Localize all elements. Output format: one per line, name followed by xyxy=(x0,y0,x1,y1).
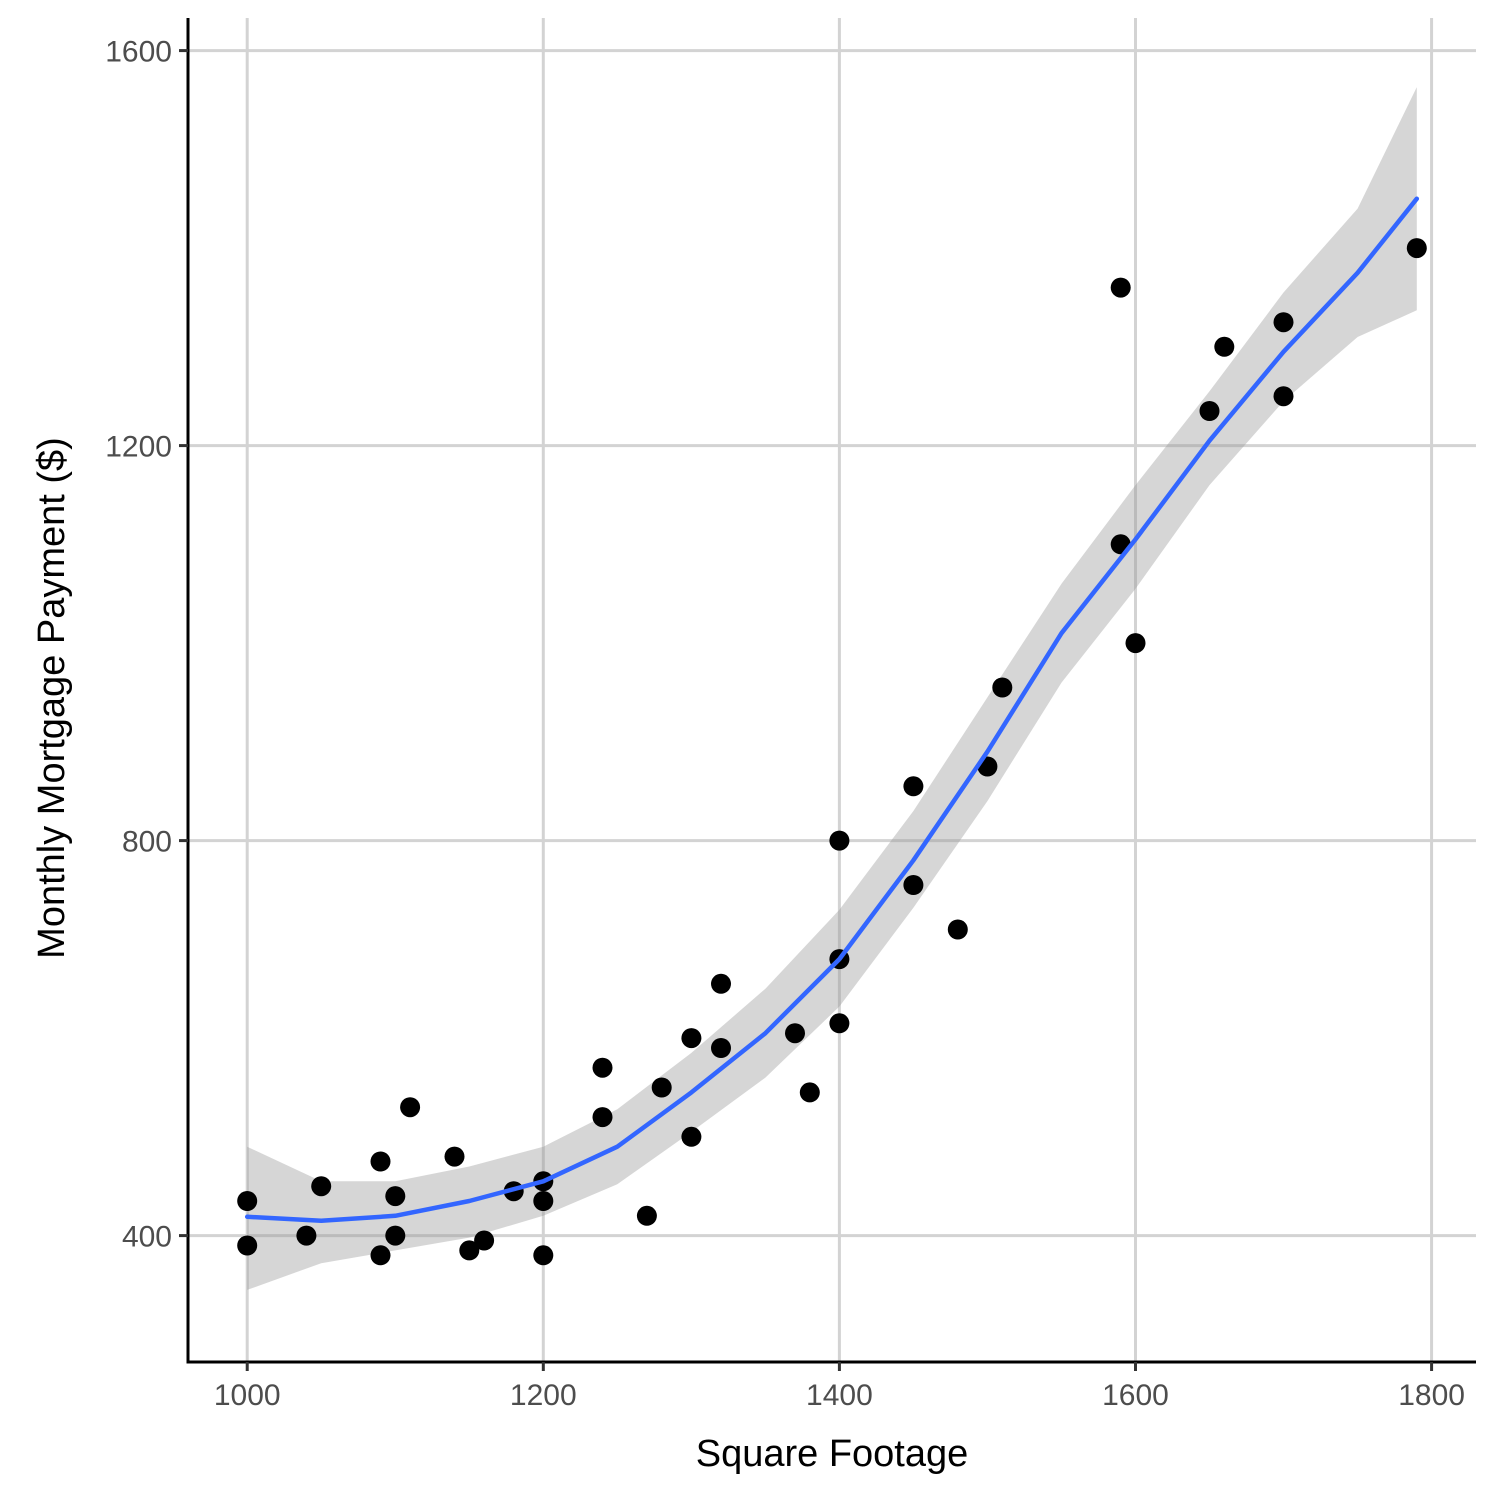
data-point-19 xyxy=(651,1077,672,1098)
data-point-5 xyxy=(370,1245,391,1266)
x-tick-label-4: 1800 xyxy=(1398,1379,1465,1412)
data-point-3 xyxy=(311,1176,332,1197)
data-point-23 xyxy=(711,1038,731,1058)
axes xyxy=(186,18,1476,1364)
data-point-33 xyxy=(992,677,1013,698)
data-point-40 xyxy=(1273,386,1294,407)
x-axis-title: Square Footage xyxy=(696,1433,969,1475)
x-tick-label-2: 1400 xyxy=(806,1379,873,1412)
data-point-24 xyxy=(785,1023,805,1044)
data-point-38 xyxy=(1214,336,1235,357)
confidence-ribbon xyxy=(247,87,1417,1290)
confidence-band xyxy=(247,87,1417,1290)
x-tick-label-3: 1600 xyxy=(1102,1379,1169,1412)
data-point-41 xyxy=(1406,238,1427,259)
data-point-14 xyxy=(533,1191,554,1211)
data-point-17 xyxy=(592,1107,613,1128)
vertical-gridlines xyxy=(245,18,1434,1362)
data-point-9 xyxy=(444,1146,465,1167)
data-point-21 xyxy=(681,1126,702,1147)
x-axis-ticks: 1000 1200 1400 1600 1800 xyxy=(214,1362,1465,1412)
data-point-1 xyxy=(237,1235,258,1256)
data-point-2 xyxy=(296,1225,317,1246)
y-tick-label-1: 800 xyxy=(122,826,172,859)
loess-line xyxy=(244,196,1420,1224)
data-point-29 xyxy=(903,776,924,797)
data-point-16 xyxy=(592,1057,613,1078)
data-point-7 xyxy=(385,1225,406,1246)
data-point-31 xyxy=(947,919,968,940)
data-point-30 xyxy=(903,875,924,895)
y-axis-title: Monthly Mortgage Payment ($) xyxy=(31,437,73,959)
data-point-39 xyxy=(1273,312,1294,333)
data-point-8 xyxy=(400,1097,421,1118)
data-point-11 xyxy=(474,1230,495,1251)
data-point-28 xyxy=(829,1013,850,1034)
y-axis-ticks: 400 800 1200 1600 xyxy=(105,36,188,1254)
x-tick-label-0: 1000 xyxy=(214,1379,281,1412)
data-point-25 xyxy=(799,1082,820,1103)
data-point-20 xyxy=(681,1028,702,1049)
y-tick-label-3: 1600 xyxy=(105,36,172,69)
y-tick-label-0: 400 xyxy=(122,1221,172,1254)
data-point-37 xyxy=(1199,401,1220,421)
data-point-26 xyxy=(829,830,850,851)
y-tick-label-2: 1200 xyxy=(105,431,172,464)
data-point-10 xyxy=(459,1240,480,1261)
data-point-22 xyxy=(711,973,731,994)
data-point-34 xyxy=(1110,277,1131,298)
data-point-6 xyxy=(385,1186,406,1207)
x-tick-label-1: 1200 xyxy=(510,1379,577,1412)
data-points xyxy=(237,238,1427,1266)
data-point-36 xyxy=(1125,633,1146,654)
data-point-0 xyxy=(237,1191,258,1211)
smooth-trend-line xyxy=(244,196,1420,1224)
data-point-4 xyxy=(370,1151,391,1172)
horizontal-gridlines xyxy=(188,49,1476,1238)
data-point-18 xyxy=(636,1205,657,1226)
data-point-15 xyxy=(533,1245,554,1266)
